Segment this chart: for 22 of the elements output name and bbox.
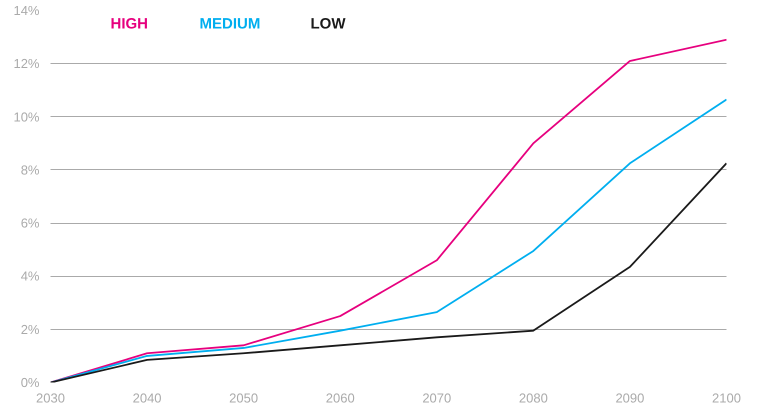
x-tick-label: 2050: [229, 390, 258, 406]
line-series: [50, 162, 726, 382]
text: MEDIUM: [200, 16, 260, 32]
y-tick-label: 0%: [20, 375, 40, 390]
y-tick-label: 8%: [20, 162, 40, 178]
y-tick-label: 6%: [20, 216, 40, 231]
y-tick-label: 2%: [20, 322, 40, 337]
text: LOW: [310, 16, 346, 32]
line-series: [50, 38, 726, 382]
x-tick-label: 2080: [518, 390, 548, 406]
x-tick-label: 2030: [36, 390, 65, 406]
y-tick-label: 10%: [13, 109, 40, 124]
x-tick-label: 2090: [615, 390, 644, 406]
y-tick-label: 12%: [13, 56, 40, 72]
x-tick-label: 2060: [326, 390, 355, 406]
x-tick-label: 2100: [712, 390, 741, 406]
line-series: [50, 98, 726, 382]
y-tick-label: 14%: [13, 3, 40, 18]
x-tick-label: 2040: [132, 390, 162, 406]
y-tick-label: 4%: [20, 268, 40, 284]
text: HIGH: [110, 16, 148, 32]
x-tick-label: 2070: [422, 390, 452, 406]
